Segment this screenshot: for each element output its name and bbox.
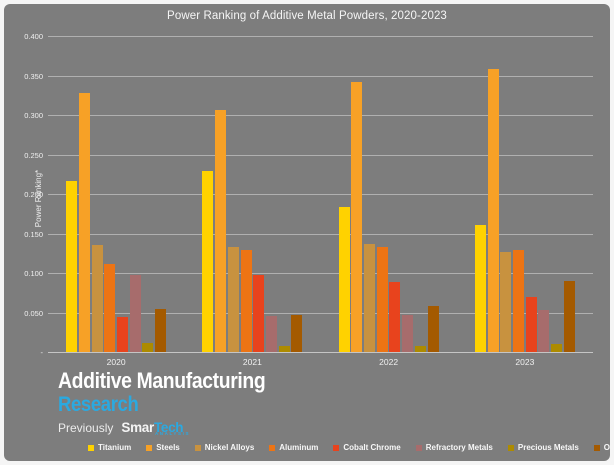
logo-previously-line: Previously Smar Tech ANALYSIS [58, 420, 294, 436]
legend-item-precious-metals: Precious Metals [507, 443, 579, 452]
bar-nickel-alloys-2022 [364, 243, 376, 352]
bar-steels-2021 [215, 110, 227, 352]
legend-swatch-icon [88, 444, 94, 451]
legend-item-cobalt-chrome: Cobalt Chrome [333, 443, 401, 452]
x-axis-label-2020: 2020 [106, 357, 126, 367]
bar-nickel-alloys-2020 [91, 245, 103, 352]
gridline-0.100 [48, 273, 593, 274]
x-axis-label-2023: 2023 [515, 357, 535, 367]
y-tick-label: 0.350 [24, 71, 43, 81]
legend-swatch-icon [146, 444, 153, 451]
bar-nickel-alloys-2023 [500, 252, 512, 352]
bar-precious-metals-2022 [414, 345, 426, 352]
y-tick-label: 0.150 [24, 229, 43, 239]
bar-others-2022 [427, 306, 439, 352]
legend-item-nickel-alloys: Nickel Alloys [194, 443, 255, 452]
legend-item-refractory-metals: Refractory Metals [415, 443, 493, 452]
bar-cobalt-chrome-2020 [116, 317, 128, 352]
gridline-0.200 [48, 194, 593, 195]
y-tick-label: 0.250 [24, 150, 43, 160]
bar-group-2021 [184, 36, 320, 352]
y-tick-label: 0.050 [24, 308, 43, 318]
y-tick-label: 0.400 [24, 32, 43, 41]
legend-swatch-icon [194, 444, 201, 451]
legend-swatch-icon [269, 444, 276, 451]
bar-titanium-2021 [202, 171, 214, 352]
logo-text-previously: Previously [58, 421, 114, 435]
bar-group-2023 [457, 36, 593, 352]
bar-refractory-metals-2022 [402, 314, 414, 352]
legend-item-titanium: Titanium [88, 443, 131, 452]
bar-steels-2020 [78, 92, 90, 352]
y-tick-label: - [40, 348, 44, 357]
legend-swatch-icon [333, 444, 340, 451]
bar-group-2020 [48, 36, 184, 352]
bar-nickel-alloys-2021 [227, 246, 239, 352]
legend-item-aluminum: Aluminum [269, 443, 318, 452]
bar-titanium-2022 [338, 207, 350, 352]
publisher-logo: Additive Manufacturing Research Previous… [58, 370, 294, 436]
bar-titanium-2020 [66, 180, 78, 352]
bar-steels-2023 [487, 69, 499, 352]
bar-precious-metals-2020 [142, 342, 154, 352]
legend-label: Titanium [98, 443, 132, 452]
bar-precious-metals-2023 [551, 344, 563, 352]
gridline-0.350 [48, 75, 593, 77]
y-axis-title: Power Ranking* [34, 169, 44, 228]
legend-label: Precious Metals [517, 443, 579, 452]
bar-group-2022 [321, 36, 457, 352]
legend-item-others: Others [593, 443, 610, 452]
x-axis-label-2022: 2022 [379, 357, 399, 367]
legend-swatch-icon [415, 444, 422, 451]
bar-others-2023 [563, 280, 575, 352]
bar-steels-2022 [351, 81, 363, 352]
logo-text-additive-manufacturing: Additive Manufacturing [58, 368, 266, 393]
legend-label: Others [603, 443, 610, 452]
chart-title: Power Ranking of Additive Metal Powders,… [167, 10, 447, 22]
y-tick-label: 0.200 [24, 190, 43, 199]
x-axis-labels: 2020 2021 2022 2023 [48, 357, 593, 367]
legend-item-steels: Steels [146, 443, 180, 452]
bars-layer [48, 36, 593, 352]
legend-label: Cobalt Chrome [343, 443, 401, 452]
bar-titanium-2023 [474, 224, 486, 352]
bar-precious-metals-2021 [278, 345, 290, 352]
legend-label: Nickel Alloys [204, 443, 255, 452]
bar-others-2021 [291, 314, 303, 352]
gridline-0.400 [48, 36, 593, 37]
chart-canvas: Power Ranking of Additive Metal Powders,… [4, 4, 610, 461]
gridline-0.150 [48, 233, 593, 235]
bar-cobalt-chrome-2021 [253, 275, 265, 352]
bar-cobalt-chrome-2022 [389, 282, 401, 352]
bar-aluminum-2022 [376, 246, 388, 352]
gridline-0.250 [48, 154, 593, 156]
logo-text-analysis: ANALYSIS [154, 431, 191, 436]
legend-swatch-icon [593, 444, 600, 451]
bar-cobalt-chrome-2023 [525, 296, 537, 352]
gridline-0.050 [48, 312, 593, 314]
gridline-0.300 [48, 115, 593, 116]
gridline-- [48, 352, 593, 353]
x-axis-label-2021: 2021 [242, 357, 262, 367]
bar-refractory-metals-2023 [538, 310, 550, 352]
bar-aluminum-2021 [240, 250, 252, 352]
logo-text-research: Research [58, 393, 139, 416]
bar-aluminum-2023 [513, 250, 525, 352]
chart-plot-area: 0.400 0.350 0.300 0.250 0.200 0.150 0.100 0.050… [24, 32, 593, 357]
legend-swatch-icon [507, 444, 514, 451]
bar-aluminum-2020 [104, 264, 116, 352]
y-tick-label: 0.100 [24, 269, 43, 278]
bar-others-2020 [155, 309, 167, 352]
legend-label: Aluminum [279, 443, 319, 452]
bar-refractory-metals-2020 [129, 274, 141, 352]
y-tick-label: 0.300 [24, 111, 43, 120]
bar-refractory-metals-2021 [265, 315, 277, 352]
chart-legend: Titanium Steels Nickel Alloys Aluminum Cobal… [88, 443, 610, 452]
logo-text-tech: Tech [153, 420, 184, 435]
logo-text-smar: Smar [121, 420, 154, 435]
legend-label: Steels [156, 443, 180, 452]
legend-label: Refractory Metals [425, 443, 493, 452]
